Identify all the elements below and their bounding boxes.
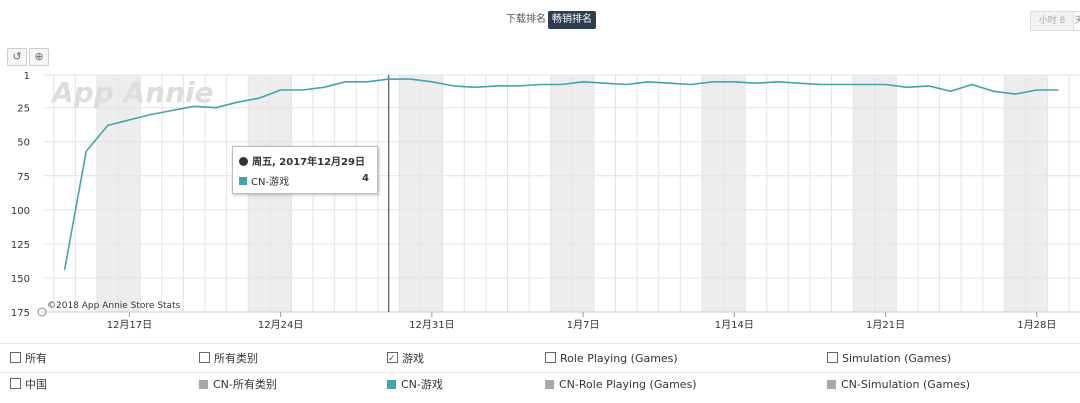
- watermark-logo: App Annie: [50, 76, 214, 109]
- x-tick-label: 1月14日: [715, 319, 754, 331]
- category-simulation[interactable]: Simulation (Games): [827, 348, 951, 370]
- x-tick-label: 1月21日: [866, 319, 905, 331]
- zoom-button[interactable]: ⊕: [29, 48, 49, 66]
- y-tick-label: 75: [17, 172, 30, 183]
- y-tick-label: 175: [11, 308, 30, 319]
- undo-icon: ↺: [12, 50, 22, 63]
- country-china[interactable]: 中国: [10, 374, 47, 396]
- hourly-toggle[interactable]: 小时 8: [1030, 11, 1074, 31]
- checkbox[interactable]: [545, 352, 556, 363]
- checkbox[interactable]: [199, 352, 210, 363]
- checkbox-checked[interactable]: [387, 348, 398, 370]
- x-tick-label: 12月31日: [409, 319, 454, 331]
- checkbox[interactable]: [827, 352, 838, 363]
- legend-divider: [0, 372, 1080, 373]
- legend-divider: [0, 343, 1080, 344]
- clock-icon: [37, 307, 47, 317]
- y-tick-label: 150: [11, 274, 30, 285]
- series-swatch: [827, 380, 836, 389]
- series-cn-all-categories[interactable]: CN-所有类别: [199, 374, 277, 396]
- tooltip-series-swatch: [239, 177, 247, 185]
- series-swatch: [199, 380, 208, 389]
- tooltip-date: 周五, 2017年12月29日: [252, 157, 365, 168]
- category-role-playing[interactable]: Role Playing (Games): [545, 348, 678, 370]
- y-tick-label: 25: [17, 104, 30, 115]
- series-cn-games[interactable]: CN-游戏: [387, 374, 443, 396]
- tab-downloads-rank[interactable]: 下载排名: [506, 14, 546, 25]
- y-tick-label: 100: [11, 206, 30, 217]
- y-tick-label: 50: [17, 138, 30, 149]
- y-tick-label: 1: [24, 71, 30, 82]
- checkbox[interactable]: [10, 378, 21, 389]
- category-games[interactable]: 游戏: [387, 348, 424, 370]
- series-cn-simulation[interactable]: CN-Simulation (Games): [827, 374, 970, 396]
- globe-icon: [239, 157, 248, 166]
- series-swatch: [545, 380, 554, 389]
- legend-row-categories: 所有 所有类别 游戏 Role Playing (Games) Simulati…: [0, 348, 1080, 370]
- legend-row-series: 中国 CN-所有类别 CN-游戏 CN-Role Playing (Games)…: [0, 374, 1080, 396]
- x-axis-ticks: 12月17日 12月24日 12月31日 1月7日 1月14日 1月21日 1月28日: [107, 312, 1056, 331]
- tooltip-series-name: CN-游戏: [251, 177, 290, 188]
- tooltip-value: 4: [362, 173, 369, 184]
- zoom-icon: ⊕: [34, 50, 44, 63]
- x-tick-label: 1月7日: [567, 319, 600, 331]
- tab-grossing-rank[interactable]: 畅销排名: [548, 11, 596, 29]
- series-swatch: [387, 380, 396, 389]
- top-bar: 下载排名 畅销排名 小时 8 天: [0, 0, 1080, 40]
- series-layer: [63, 78, 1059, 270]
- reset-zoom-button[interactable]: ↺: [7, 48, 27, 66]
- category-all-types[interactable]: 所有类别: [199, 348, 258, 370]
- chart-credit: ©2018 App Annie Store Stats: [47, 301, 181, 311]
- series-line-cn-games: [63, 78, 1059, 270]
- series-cn-role-playing[interactable]: CN-Role Playing (Games): [545, 374, 697, 396]
- y-tick-label: 125: [11, 240, 30, 251]
- category-all[interactable]: 所有: [10, 348, 47, 370]
- daily-toggle[interactable]: 天: [1073, 11, 1080, 31]
- x-tick-label: 1月28日: [1017, 319, 1056, 331]
- vertical-gridlines: [53, 75, 1070, 312]
- x-tick-label: 12月24日: [258, 319, 303, 331]
- hover-tooltip: 周五, 2017年12月29日 CN-游戏 4: [232, 146, 378, 194]
- x-tick-label: 12月17日: [107, 319, 152, 331]
- checkbox[interactable]: [10, 352, 21, 363]
